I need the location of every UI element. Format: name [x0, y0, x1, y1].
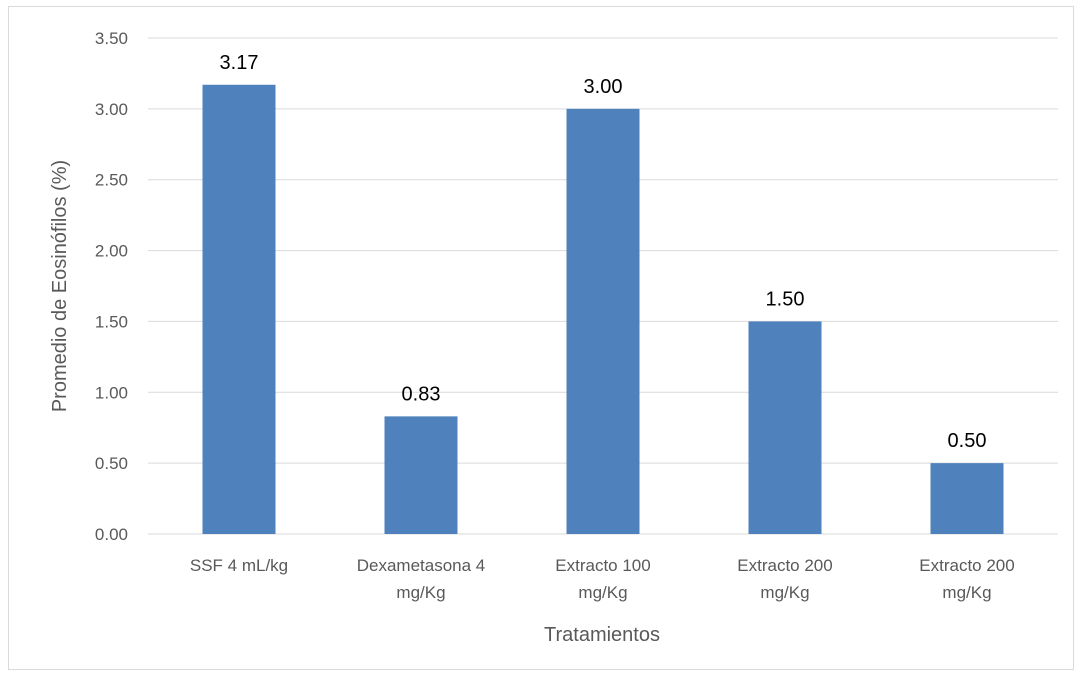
bar	[931, 463, 1004, 534]
bar	[749, 321, 822, 534]
bar	[567, 109, 640, 534]
x-tick-label: SSF 4 mL/kg	[190, 556, 288, 575]
y-tick-label: 3.00	[95, 100, 128, 119]
x-axis-ticks: SSF 4 mL/kg Dexametasona 4 mg/Kg Extracto 1…	[190, 556, 1015, 602]
y-tick-label: 2.50	[95, 171, 128, 190]
y-axis-title: Promedio de Eosinófilos (%)	[49, 160, 71, 412]
data-label: 0.83	[402, 383, 441, 405]
data-label: 3.17	[220, 52, 259, 74]
data-label: 3.00	[584, 76, 623, 98]
y-tick-label: 0.00	[95, 525, 128, 544]
bar	[385, 416, 458, 534]
y-axis-ticks: 0.00 0.50 1.00 1.50 2.00 2.50 3.00 3.50	[95, 29, 128, 544]
x-tick-label: Extracto 200 mg/Kg	[919, 556, 1014, 602]
bars	[203, 85, 1004, 534]
bar	[203, 85, 276, 534]
data-label: 1.50	[766, 288, 805, 310]
x-tick-label: Dexametasona 4 mg/Kg	[357, 556, 486, 602]
y-tick-label: 0.50	[95, 454, 128, 473]
y-tick-label: 3.50	[95, 29, 128, 48]
data-label: 0.50	[948, 430, 987, 452]
x-tick-label: Extracto 200 mg/Kg	[737, 556, 832, 602]
y-tick-label: 2.00	[95, 242, 128, 261]
y-tick-label: 1.00	[95, 383, 128, 402]
x-axis-title: Tratamientos	[544, 624, 660, 646]
x-tick-label: Extracto 100 mg/Kg	[555, 556, 650, 602]
y-tick-label: 1.50	[95, 312, 128, 331]
